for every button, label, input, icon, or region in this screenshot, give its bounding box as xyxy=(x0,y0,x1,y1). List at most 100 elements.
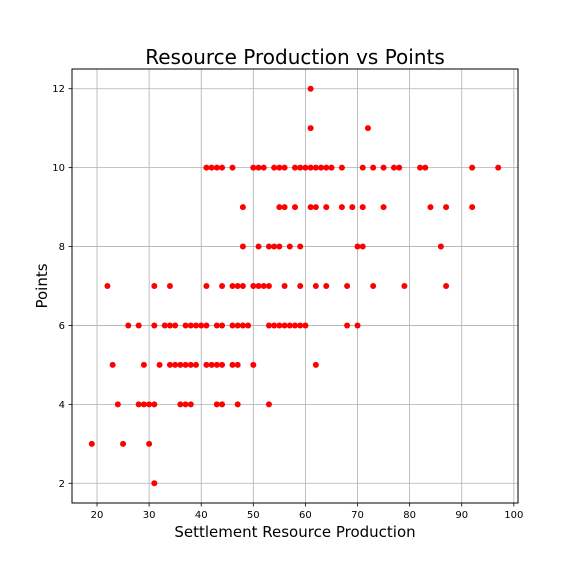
data-point xyxy=(203,322,210,329)
x-axis-ticks: 20 30 40 50 60 70 80 90 100 xyxy=(91,503,523,521)
data-point xyxy=(250,361,257,368)
data-point xyxy=(323,164,330,171)
data-point xyxy=(370,283,377,289)
data-point xyxy=(88,440,95,447)
data-point xyxy=(297,322,304,329)
data-point xyxy=(135,322,142,329)
x-axis-label: Settlement Resource Production xyxy=(174,523,415,541)
data-point xyxy=(104,283,111,289)
y-tick-label: 8 xyxy=(59,242,65,253)
y-tick-label: 6 xyxy=(59,321,65,332)
data-point xyxy=(245,322,252,329)
data-point xyxy=(166,283,173,289)
data-point xyxy=(140,401,147,408)
chart-title: Resource Production vs Points xyxy=(145,45,445,69)
data-point xyxy=(177,361,184,368)
data-point xyxy=(182,361,189,368)
x-tick-label: 70 xyxy=(351,510,364,521)
data-point xyxy=(166,322,173,329)
data-point xyxy=(239,243,246,250)
data-point xyxy=(198,322,205,329)
data-point xyxy=(390,164,397,171)
data-point xyxy=(271,322,278,329)
data-point xyxy=(255,164,262,171)
data-point xyxy=(187,322,194,329)
data-point xyxy=(229,361,236,368)
data-point xyxy=(120,440,127,447)
data-point xyxy=(260,164,267,171)
data-point xyxy=(219,164,226,171)
data-point xyxy=(276,164,283,171)
data-point xyxy=(234,401,241,408)
data-point xyxy=(297,283,304,289)
data-point xyxy=(271,164,278,171)
data-point xyxy=(380,164,387,171)
data-point xyxy=(302,322,309,329)
data-point xyxy=(239,283,246,289)
y-tick-label: 2 xyxy=(59,479,65,490)
x-tick-label: 80 xyxy=(403,510,416,521)
data-point xyxy=(364,125,371,132)
data-point xyxy=(307,204,314,211)
data-points xyxy=(88,85,502,487)
data-point xyxy=(265,243,272,250)
data-point xyxy=(193,361,200,368)
data-point xyxy=(234,322,241,329)
data-point xyxy=(422,164,429,171)
data-point xyxy=(281,283,288,289)
data-point xyxy=(323,204,330,211)
data-point xyxy=(292,164,298,171)
data-point xyxy=(193,322,200,329)
data-point xyxy=(255,243,262,250)
data-point xyxy=(182,322,189,329)
data-point xyxy=(297,243,304,250)
x-tick-label: 40 xyxy=(195,510,208,521)
data-point xyxy=(359,204,366,211)
data-point xyxy=(114,401,121,408)
data-point xyxy=(265,283,272,289)
data-point xyxy=(437,243,444,250)
data-point xyxy=(182,401,189,408)
data-point xyxy=(495,164,502,171)
data-point xyxy=(427,204,434,211)
data-point xyxy=(265,322,272,329)
data-point xyxy=(312,204,319,211)
y-tick-label: 10 xyxy=(52,163,65,174)
data-point xyxy=(213,401,220,408)
y-axis-ticks: 2 4 6 8 10 12 xyxy=(52,84,72,490)
data-point xyxy=(312,283,319,289)
data-point xyxy=(125,322,132,329)
data-point xyxy=(109,361,116,368)
data-point xyxy=(234,283,241,289)
data-point xyxy=(151,322,158,329)
data-point xyxy=(203,164,210,171)
y-axis-label: Points xyxy=(33,263,51,308)
data-point xyxy=(172,361,179,368)
data-point xyxy=(156,361,163,368)
data-point xyxy=(302,164,309,171)
data-point xyxy=(307,85,314,92)
x-tick-label: 60 xyxy=(299,510,312,521)
data-point xyxy=(146,440,153,447)
x-tick-label: 30 xyxy=(143,510,156,521)
data-point xyxy=(151,283,158,289)
data-point xyxy=(203,283,210,289)
data-point xyxy=(469,164,476,171)
data-point xyxy=(312,361,319,368)
data-point xyxy=(359,164,366,171)
data-point xyxy=(323,283,330,289)
data-point xyxy=(146,401,153,408)
data-point xyxy=(281,164,288,171)
data-point xyxy=(276,243,283,250)
data-point xyxy=(265,401,272,408)
data-point xyxy=(250,164,257,171)
data-point xyxy=(354,322,361,329)
data-point xyxy=(213,322,220,329)
data-point xyxy=(344,283,351,289)
data-point xyxy=(151,480,158,487)
data-point xyxy=(208,361,215,368)
data-point xyxy=(166,361,173,368)
data-point xyxy=(286,243,293,250)
data-point xyxy=(187,361,194,368)
